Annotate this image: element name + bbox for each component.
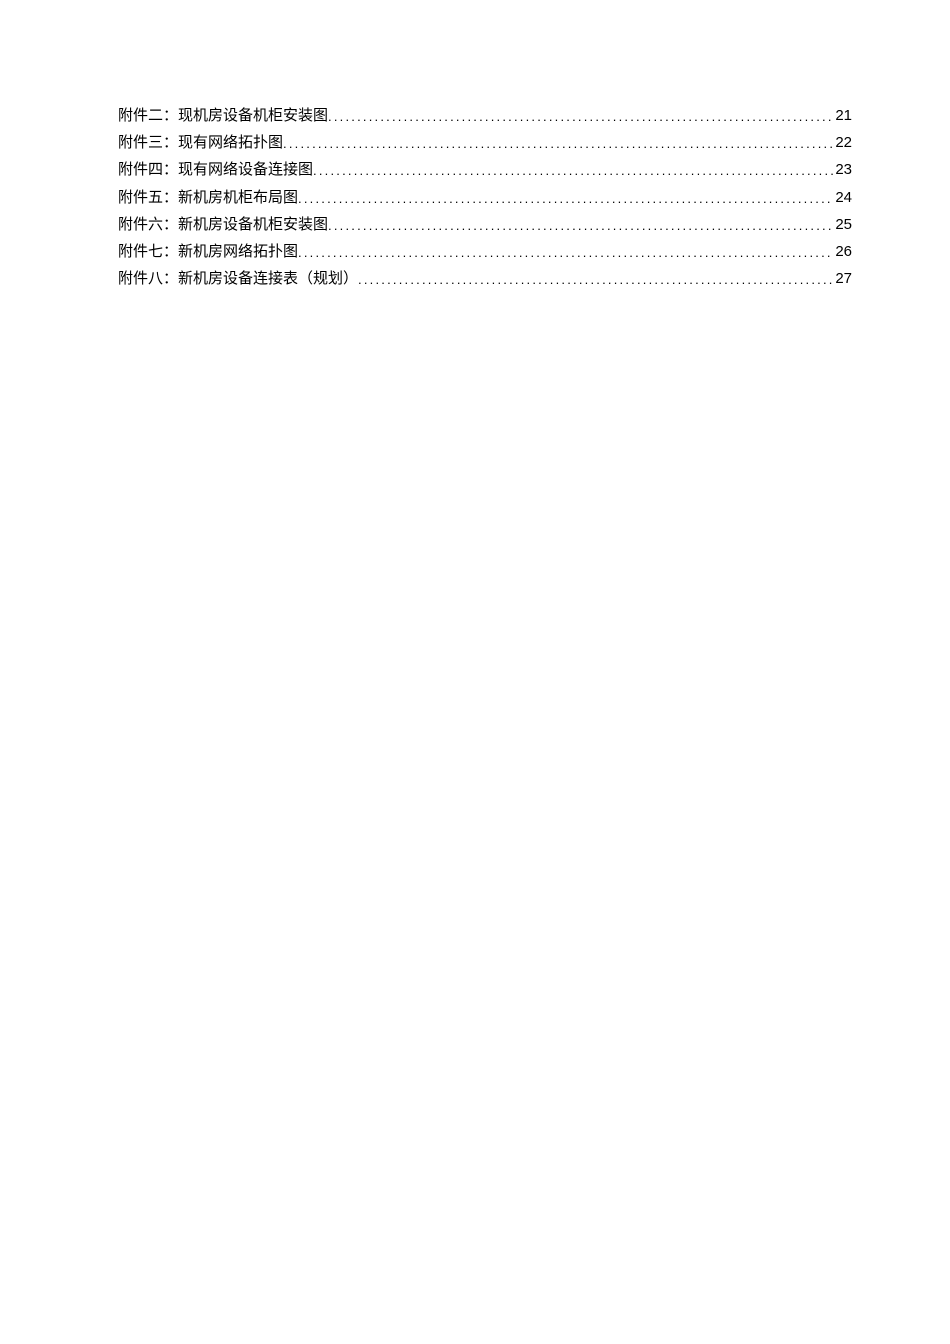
toc-leader-dots [298, 246, 833, 259]
toc-leader-dots [328, 219, 833, 232]
toc-leader-dots [298, 192, 833, 205]
table-of-contents: 附件二：现机房设备机柜安装图 21 附件三：现有网络拓扑图 22 附件四：现有网… [118, 108, 852, 286]
toc-entry: 附件八：新机房设备连接表（规划） 27 [118, 271, 852, 286]
toc-entry-label: 附件六：新机房设备机柜安装图 [118, 217, 328, 232]
document-page: 附件二：现机房设备机柜安装图 21 附件三：现有网络拓扑图 22 附件四：现有网… [0, 0, 950, 1344]
toc-leader-dots [313, 164, 833, 177]
toc-entry: 附件二：现机房设备机柜安装图 21 [118, 108, 852, 123]
toc-entry-page: 26 [833, 244, 852, 259]
toc-leader-dots [328, 110, 833, 123]
toc-entry-label: 附件四：现有网络设备连接图 [118, 162, 313, 177]
toc-leader-dots [283, 137, 833, 150]
toc-entry-page: 24 [833, 190, 852, 205]
toc-entry: 附件四：现有网络设备连接图 23 [118, 162, 852, 177]
toc-entry-label: 附件八：新机房设备连接表（规划） [118, 271, 358, 286]
toc-entry-label: 附件七：新机房网络拓扑图 [118, 244, 298, 259]
toc-entry-page: 21 [833, 108, 852, 123]
toc-entry: 附件七：新机房网络拓扑图 26 [118, 244, 852, 259]
toc-entry-label: 附件二：现机房设备机柜安装图 [118, 108, 328, 123]
toc-entry-page: 25 [833, 217, 852, 232]
toc-entry-page: 27 [833, 271, 852, 286]
toc-entry: 附件六：新机房设备机柜安装图 25 [118, 217, 852, 232]
toc-entry-label: 附件三：现有网络拓扑图 [118, 135, 283, 150]
toc-entry: 附件五：新机房机柜布局图 24 [118, 190, 852, 205]
toc-entry: 附件三：现有网络拓扑图 22 [118, 135, 852, 150]
toc-entry-label: 附件五：新机房机柜布局图 [118, 190, 298, 205]
toc-entry-page: 22 [833, 135, 852, 150]
toc-leader-dots [358, 273, 833, 286]
toc-entry-page: 23 [833, 162, 852, 177]
